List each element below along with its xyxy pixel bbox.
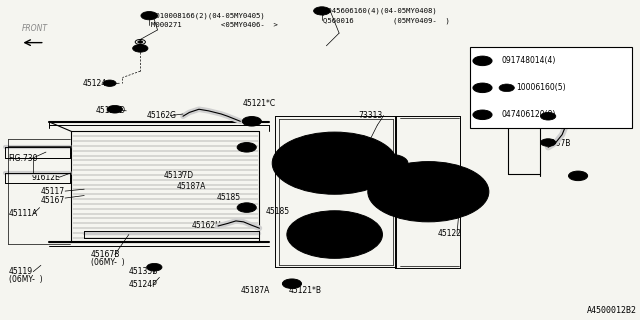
Circle shape — [473, 110, 492, 120]
Circle shape — [287, 211, 383, 258]
Circle shape — [147, 263, 162, 271]
Text: 45124P: 45124P — [129, 280, 157, 289]
Circle shape — [449, 186, 472, 197]
Circle shape — [499, 84, 515, 92]
Text: 45131: 45131 — [401, 183, 426, 192]
Text: 45122: 45122 — [438, 229, 462, 238]
Text: 45162G: 45162G — [147, 111, 177, 120]
Text: 1: 1 — [244, 143, 249, 152]
Text: 2: 2 — [576, 172, 580, 180]
Text: 45121*B: 45121*B — [288, 286, 321, 295]
Text: 45185: 45185 — [266, 207, 290, 216]
Text: B010008166(2)(04-05MY0405): B010008166(2)(04-05MY0405) — [151, 12, 265, 19]
Text: B: B — [504, 85, 509, 90]
Circle shape — [540, 112, 556, 120]
Text: 091748014(4): 091748014(4) — [502, 56, 556, 65]
Text: 45135D: 45135D — [96, 106, 126, 115]
Text: 45137D: 45137D — [164, 171, 194, 180]
Circle shape — [272, 132, 397, 194]
Text: 91612E: 91612E — [32, 173, 61, 182]
Circle shape — [107, 105, 122, 113]
Text: 45185: 45185 — [217, 193, 241, 202]
Circle shape — [473, 56, 492, 66]
Text: 45187A: 45187A — [177, 181, 206, 190]
Bar — [470, 47, 632, 128]
Text: 45150: 45150 — [492, 86, 516, 95]
Text: 45124: 45124 — [83, 79, 107, 88]
Text: S: S — [320, 8, 324, 13]
Text: Q560016         (05MY0409-  ): Q560016 (05MY0409- ) — [323, 17, 450, 24]
Text: 45167: 45167 — [41, 196, 65, 205]
Circle shape — [473, 83, 492, 92]
Text: 45121*C: 45121*C — [243, 99, 275, 108]
Text: 45167B: 45167B — [91, 250, 120, 259]
Circle shape — [368, 162, 489, 222]
Circle shape — [103, 80, 116, 86]
Text: 3: 3 — [289, 279, 294, 288]
Text: 45162A: 45162A — [540, 101, 569, 110]
Circle shape — [568, 171, 588, 180]
Text: FRONT: FRONT — [22, 24, 47, 33]
Text: 3: 3 — [480, 110, 485, 119]
Text: 047406120(8): 047406120(8) — [502, 110, 556, 119]
Text: (06MY-  ): (06MY- ) — [9, 275, 43, 284]
Text: 45137B: 45137B — [541, 139, 571, 148]
Text: FIG.730: FIG.730 — [8, 154, 37, 163]
Text: 45162H: 45162H — [191, 221, 221, 230]
Circle shape — [442, 183, 478, 201]
Text: 73313: 73313 — [358, 111, 383, 120]
Circle shape — [237, 203, 256, 212]
Text: S045606160(4)(04-05MY0408): S045606160(4)(04-05MY0408) — [323, 8, 437, 14]
Text: A4500012B2: A4500012B2 — [588, 306, 637, 315]
Text: 45117: 45117 — [41, 187, 65, 196]
Circle shape — [282, 279, 301, 288]
Text: 45111A: 45111A — [9, 209, 38, 219]
Circle shape — [323, 157, 346, 169]
Text: 1: 1 — [250, 117, 254, 126]
Circle shape — [418, 187, 438, 197]
Text: 2: 2 — [480, 83, 485, 92]
Text: 45187A: 45187A — [241, 286, 269, 295]
Circle shape — [372, 154, 408, 172]
Circle shape — [243, 116, 261, 126]
Circle shape — [110, 107, 119, 111]
Circle shape — [138, 41, 143, 43]
Circle shape — [540, 139, 556, 146]
Circle shape — [326, 230, 344, 239]
Text: 45135B: 45135B — [129, 267, 158, 276]
Text: 45119: 45119 — [9, 267, 33, 276]
Circle shape — [314, 7, 330, 15]
Text: 1: 1 — [244, 203, 249, 212]
Text: 1: 1 — [480, 56, 485, 65]
Circle shape — [132, 44, 148, 52]
Text: B: B — [147, 13, 151, 18]
Circle shape — [379, 157, 401, 169]
Text: 10006160(5): 10006160(5) — [516, 83, 566, 92]
Text: (06MY-  ): (06MY- ) — [91, 258, 124, 267]
Text: M000271         <05MY0406-  >: M000271 <05MY0406- > — [151, 22, 278, 28]
Circle shape — [141, 12, 157, 20]
Circle shape — [237, 142, 256, 152]
